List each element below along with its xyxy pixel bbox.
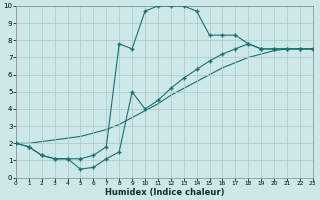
X-axis label: Humidex (Indice chaleur): Humidex (Indice chaleur)	[105, 188, 224, 197]
